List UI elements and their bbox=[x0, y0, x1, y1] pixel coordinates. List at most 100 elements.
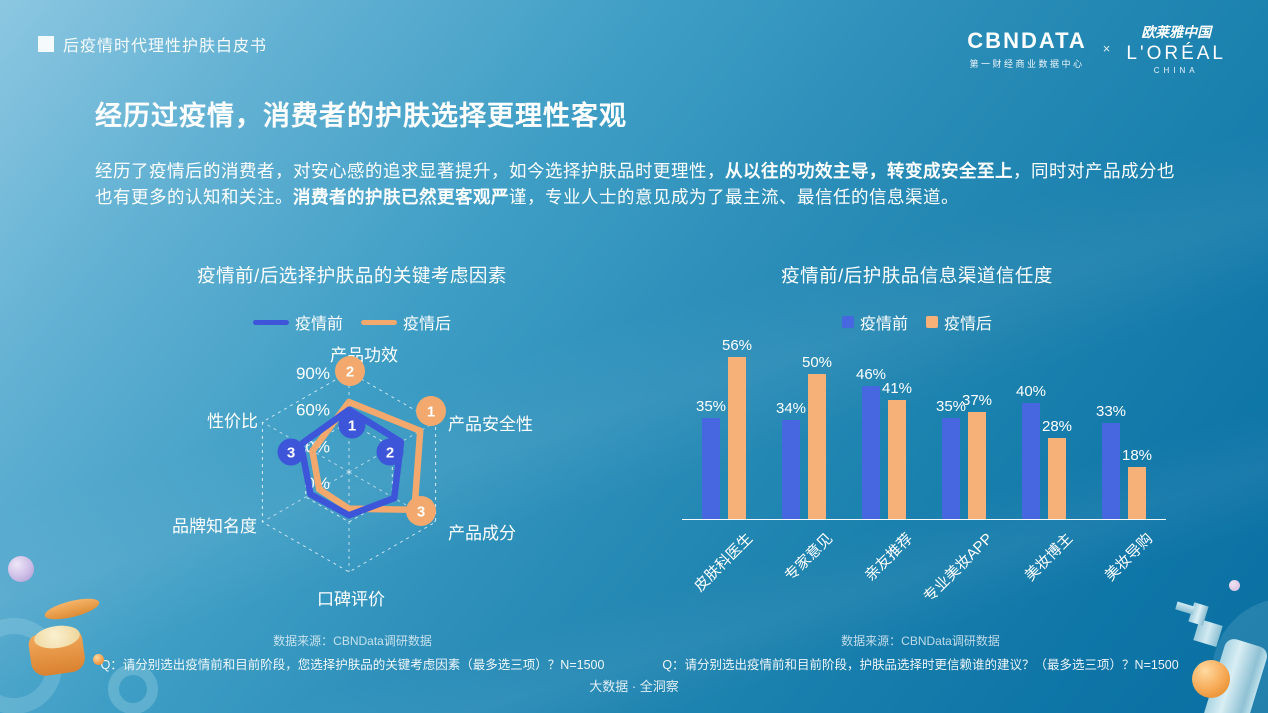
rank-badge-number: 1 bbox=[427, 403, 435, 420]
bar-疫情后-皮肤科医生 bbox=[728, 356, 746, 519]
loreal-logo: 欧莱雅中国 L'ORÉAL CHINA bbox=[1126, 22, 1226, 75]
radar-scale-label: 90% bbox=[296, 364, 330, 383]
legend-label: 疫情前 bbox=[294, 316, 343, 333]
bar-category-label-text: 美妆导购 bbox=[1101, 530, 1157, 585]
serum-bottle-decoration bbox=[1186, 636, 1268, 713]
bar-疫情前-皮肤科医生 bbox=[702, 417, 720, 519]
bar-疫情后-美妆博主 bbox=[1048, 437, 1066, 519]
legend-label: 疫情后 bbox=[403, 316, 452, 333]
bar-疫情后-专业美妆APP bbox=[968, 411, 986, 519]
logo-separator: × bbox=[1102, 41, 1111, 56]
rank-badge-number: 1 bbox=[348, 417, 356, 434]
cbndata-logo-subtitle: 第一财经商业数据中心 bbox=[969, 58, 1085, 69]
legend-item-post: 疫情后 bbox=[361, 310, 451, 334]
logo-group: CBNDATA 第一财经商业数据中心 × 欧莱雅中国 L'ORÉAL CHINA bbox=[967, 22, 1226, 75]
rank-badge-疫情后 bbox=[416, 396, 446, 426]
bar-疫情前-专业美妆APP bbox=[942, 417, 960, 519]
bar-value-label: 37% bbox=[961, 391, 993, 409]
bar-value-label: 33% bbox=[1095, 403, 1127, 421]
legend-label: 疫情前 bbox=[859, 316, 908, 333]
bar-疫情前-美妆博主 bbox=[1022, 403, 1040, 519]
serum-bottle-spout-decoration bbox=[1175, 601, 1195, 615]
radar-axis-label: 品牌知名度 bbox=[172, 517, 257, 536]
bar-疫情后-美妆导购 bbox=[1128, 466, 1146, 519]
post-square-swatch bbox=[926, 316, 938, 328]
bar-疫情前-美妆导购 bbox=[1102, 423, 1120, 519]
lavender-sphere-decoration bbox=[8, 556, 34, 582]
pre-line-swatch bbox=[252, 319, 289, 325]
rank-badge-number: 2 bbox=[346, 363, 354, 380]
bar-value-label: 40% bbox=[1015, 383, 1047, 400]
intro-bold-segment: 消费者的护肤已然更客观严 bbox=[293, 187, 509, 207]
radar-chart-title: 疫情前/后选择护肤品的关键考虑因素 bbox=[197, 265, 507, 286]
loreal-logo-subtitle: CHINA bbox=[1153, 66, 1199, 75]
bar-value-label: 28% bbox=[1041, 417, 1073, 435]
radar-axis-label: 性价比 bbox=[207, 412, 258, 431]
page-title: 经历过疫情，消费者的护肤选择更理性客观 bbox=[95, 101, 627, 131]
rank-badge-疫情前 bbox=[277, 438, 305, 466]
bar-category-label-text: 亲友推荐 bbox=[861, 530, 917, 585]
bar-疫情后-专家意见 bbox=[808, 374, 826, 519]
bar-value-label: 46% bbox=[855, 365, 887, 383]
radar-grid-spoke bbox=[262, 471, 350, 523]
bar-category-label-text: 专业美妆APP bbox=[920, 530, 997, 606]
intro-segment: 经历了疫情后的消费者，对安心感的追求显著提升，如今选择护肤品时更理性， bbox=[95, 161, 725, 181]
bar-category-label-text: 皮肤科医生 bbox=[691, 530, 757, 596]
intro-paragraph: 经历了疫情后的消费者，对安心感的追求显著提升，如今选择护肤品时更理性，从以往的功… bbox=[95, 158, 1180, 210]
bar-category-label-text: 专家意见 bbox=[781, 530, 837, 585]
radar-axis-label: 产品安全性 bbox=[448, 415, 533, 434]
rank-badge-number: 3 bbox=[417, 503, 425, 520]
bar-疫情后-亲友推荐 bbox=[888, 400, 906, 519]
bar-value-label: 35% bbox=[935, 397, 967, 415]
radar-legend: 疫情前 疫情后 bbox=[97, 310, 607, 334]
footer-tagline: 大数据 · 全洞察 bbox=[589, 679, 679, 694]
legend-item-pre: 疫情前 bbox=[841, 310, 908, 334]
serum-bottle-pump-decoration bbox=[1188, 602, 1209, 626]
bar-value-label: 34% bbox=[775, 400, 807, 418]
radar-scale-label: 60% bbox=[296, 401, 330, 420]
rank-badge-疫情后 bbox=[335, 356, 365, 386]
cream-jar-lid-decoration bbox=[42, 594, 102, 624]
radar-series-疫情后 bbox=[309, 398, 424, 514]
bar-data-source: 数据来源：CBNData调研数据 bbox=[841, 634, 1000, 648]
intro-segment: ，同时对产品成分也也有更多的认知和关注。 bbox=[95, 161, 1175, 207]
bar-chart-axis-line bbox=[682, 519, 1166, 520]
legend-item-pre: 疫情前 bbox=[252, 310, 343, 334]
bar-疫情前-专家意见 bbox=[782, 420, 800, 519]
bar-value-label: 18% bbox=[1121, 446, 1153, 464]
bar-category-label-text: 美妆博主 bbox=[1021, 530, 1077, 585]
bar-chart-title: 疫情前/后护肤品信息渠道信任度 bbox=[781, 265, 1053, 286]
loreal-cn-text: 欧莱雅中国 bbox=[1141, 26, 1212, 41]
bar-footer: 数据来源：CBNData调研数据 Q：请分别选出疫情前和目前阶段，护肤品选择时更… bbox=[648, 632, 1193, 673]
radar-axis-label: 口碑评价 bbox=[317, 590, 385, 609]
bar-question: Q：请分别选出疫情前和目前阶段，护肤品选择时更信赖谁的建议？（最多选三项）？N=… bbox=[662, 658, 1179, 672]
bar-value-label: 41% bbox=[881, 380, 913, 398]
rank-badge-疫情前 bbox=[338, 411, 366, 439]
cbndata-logo: CBNDATA 第一财经商业数据中心 bbox=[967, 28, 1087, 70]
bar-value-label: 35% bbox=[695, 397, 727, 415]
loreal-logo-text: L'ORÉAL bbox=[1126, 43, 1226, 64]
legend-item-post: 疫情后 bbox=[926, 310, 992, 334]
radar-footer: 数据来源：CBNData调研数据 Q：请分别选出疫情前和目前阶段，您选择护肤品的… bbox=[70, 632, 635, 673]
serum-bottle-neck-decoration bbox=[1193, 618, 1223, 648]
bar-legend: 疫情前 疫情后 bbox=[662, 310, 1172, 334]
bar-value-label: 56% bbox=[721, 336, 753, 354]
ring-decoration bbox=[0, 618, 62, 713]
radar-question: Q：请分别选出疫情前和目前阶段，您选择护肤品的关键考虑因素（最多选三项）？N=1… bbox=[100, 658, 605, 672]
intro-bold-segment: 从以往的功效主导，转变成安全至上 bbox=[725, 161, 1013, 181]
pink-dot-decoration bbox=[1229, 580, 1240, 591]
halo-decoration bbox=[1212, 598, 1268, 713]
cbndata-logo-text: CBNDATA bbox=[967, 27, 1087, 53]
radar-grid-spoke bbox=[262, 421, 350, 473]
bar-疫情前-亲友推荐 bbox=[862, 385, 880, 519]
radar-axis-label: 产品成分 bbox=[448, 524, 516, 543]
post-line-swatch bbox=[361, 319, 397, 325]
rank-badge-疫情前 bbox=[376, 438, 404, 466]
rank-badge-疫情后 bbox=[406, 496, 436, 526]
bar-chart-category-labels: 皮肤科医生 专家意见 亲友推荐 专业美妆APP 美妆博主 美妆导购 bbox=[682, 524, 1166, 624]
intro-segment: 谨，专业人士的意见成为了最主流、最信任的信息渠道。 bbox=[509, 187, 959, 207]
page-number: 12 bbox=[1200, 669, 1216, 685]
bar-value-label: 50% bbox=[801, 354, 833, 371]
